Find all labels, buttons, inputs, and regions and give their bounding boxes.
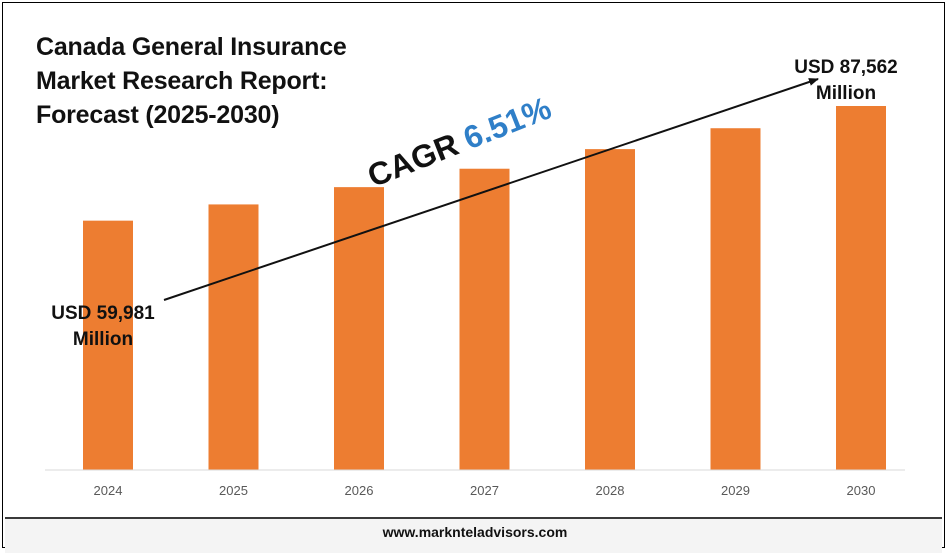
bars-group: [83, 106, 886, 470]
end-value-line-2: Million: [815, 83, 877, 104]
start-value-label: USD 59,981 Million: [18, 301, 188, 353]
chart-title: Canada General Insurance Market Research…: [36, 30, 396, 132]
bar-2025: [208, 204, 259, 470]
end-value-label: USD 87,562 Million: [776, 55, 916, 107]
bar-2030: [836, 106, 886, 470]
cagr-arrow: [163, 78, 819, 301]
bar-2024: [83, 220, 133, 470]
start-value-line-1: USD 59,981: [51, 303, 155, 324]
x-tick-2026: 2026: [345, 483, 374, 498]
bar-2028: [585, 149, 635, 470]
bar-2027: [459, 168, 510, 470]
start-value-line-2: Million: [72, 329, 134, 350]
x-tick-2029: 2029: [721, 483, 750, 498]
footer-url: www.marknteladvisors.com: [382, 524, 568, 540]
title-line-1: Canada General Insurance: [36, 33, 347, 61]
bar-2029: [710, 128, 761, 470]
title-line-2: Market Research Report:: [36, 67, 328, 95]
title-line-3: Forecast (2025-2030): [36, 101, 280, 129]
end-value-line-1: USD 87,562: [794, 57, 898, 78]
bar-2026: [334, 187, 384, 470]
footer-band: [5, 517, 942, 553]
x-tick-labels: 2024 2025 2026 2027 2028 2029 2030: [94, 483, 876, 498]
x-tick-2027: 2027: [470, 483, 499, 498]
x-tick-2028: 2028: [596, 483, 625, 498]
x-tick-2025: 2025: [219, 483, 248, 498]
x-tick-2024: 2024: [94, 483, 123, 498]
x-tick-2030: 2030: [847, 483, 876, 498]
